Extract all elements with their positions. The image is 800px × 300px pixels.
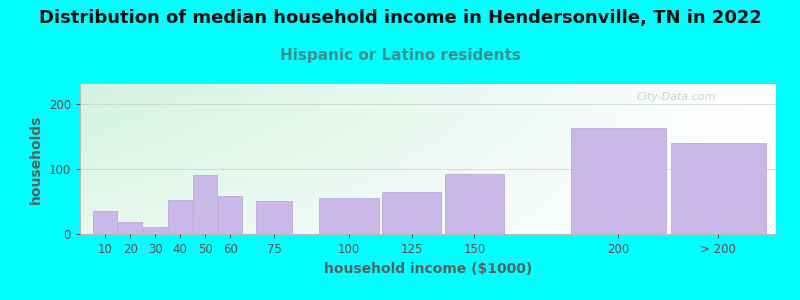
- Bar: [194, 175, 217, 234]
- Bar: [319, 198, 379, 234]
- Text: Distribution of median household income in Hendersonville, TN in 2022: Distribution of median household income …: [38, 9, 762, 27]
- Text: Hispanic or Latino residents: Hispanic or Latino residents: [279, 48, 521, 63]
- Bar: [168, 200, 192, 234]
- Bar: [256, 201, 292, 234]
- Bar: [218, 196, 242, 234]
- Bar: [570, 128, 666, 234]
- Bar: [118, 222, 142, 234]
- Y-axis label: households: households: [29, 114, 43, 204]
- Bar: [445, 174, 504, 234]
- X-axis label: household income ($1000): household income ($1000): [324, 262, 532, 276]
- Bar: [93, 211, 117, 234]
- Bar: [671, 143, 766, 234]
- Bar: [143, 227, 167, 234]
- Text: City-Data.com: City-Data.com: [637, 92, 716, 101]
- Bar: [382, 192, 442, 234]
